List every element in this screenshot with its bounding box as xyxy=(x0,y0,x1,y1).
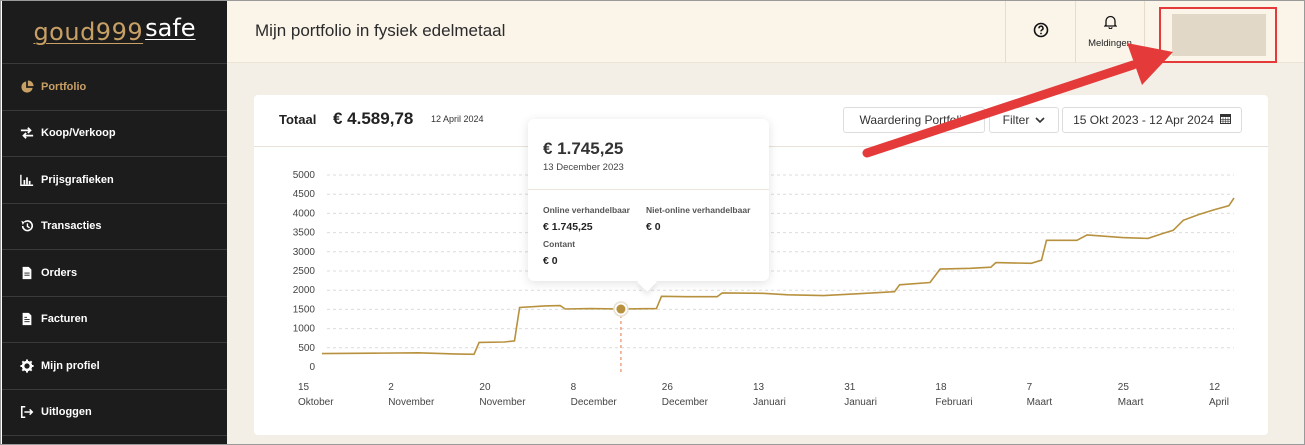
annotation-highlight-box xyxy=(1159,7,1277,63)
x-tick-day: 8 xyxy=(571,382,577,393)
x-tick-month: December xyxy=(571,397,618,408)
sidebar-item-mijn-profiel[interactable]: Mijn profiel xyxy=(2,342,227,389)
x-tick-month: Januari xyxy=(844,397,877,408)
sidebar-item-koop-verkoop[interactable]: Koop/Verkoop xyxy=(2,109,227,157)
logout-icon xyxy=(19,404,35,420)
sidebar-item-label: Prijsgrafieken xyxy=(41,173,114,186)
y-tick-label: 1000 xyxy=(293,324,316,335)
x-tick-month: November xyxy=(479,397,526,408)
tooltip-value: € 1.745,25 xyxy=(543,139,624,158)
sidebar-item-label: Uitloggen xyxy=(41,406,92,419)
history-icon xyxy=(19,218,35,234)
total-value: € 4.589,78 xyxy=(333,109,414,128)
sidebar-item-facturen[interactable]: Facturen xyxy=(2,295,227,343)
tooltip-cash-value: € 0 xyxy=(543,255,558,267)
sidebar-item-orders[interactable]: Orders xyxy=(2,249,227,296)
sidebar-item-prijsgrafieken[interactable]: Prijsgrafieken xyxy=(2,156,227,203)
sidebar-item-portfolio[interactable]: Portfolio xyxy=(2,63,227,110)
x-tick-day: 26 xyxy=(662,382,674,393)
logo-sub: safe xyxy=(145,14,196,42)
y-tick-label: 3000 xyxy=(293,247,316,258)
y-tick-label: 0 xyxy=(309,362,315,373)
series-line xyxy=(321,197,1235,356)
y-tick-label: 2000 xyxy=(293,285,316,296)
bell-icon xyxy=(1102,15,1118,34)
x-tick-day: 12 xyxy=(1209,382,1221,393)
x-tick-month: Februari xyxy=(935,397,972,408)
y-tick-label: 4500 xyxy=(293,189,316,200)
tooltip-offline-label: Niet-online verhandelbaar xyxy=(646,205,751,215)
pie-chart-icon xyxy=(19,79,35,95)
sidebar: goud999 safe Portfolio Koop/Verkoop Prijs… xyxy=(2,1,227,444)
sidebar-item-transacties[interactable]: Transacties xyxy=(2,202,227,250)
x-tick-month: November xyxy=(388,397,435,408)
sidebar-divider xyxy=(2,435,227,444)
help-button[interactable] xyxy=(1005,1,1075,63)
x-tick-month: Januari xyxy=(753,397,786,408)
user-profile-redacted[interactable] xyxy=(1172,14,1266,56)
y-tick-label: 4000 xyxy=(293,208,316,219)
y-tick-label: 3500 xyxy=(293,228,316,239)
x-tick-day: 2 xyxy=(388,382,394,393)
top-header: Mijn portfolio in fysiek edelmetaal Meld… xyxy=(227,1,1304,63)
logo-main: goud999 xyxy=(33,18,144,46)
exchange-icon xyxy=(19,125,35,141)
y-tick-label: 1500 xyxy=(293,304,316,315)
tooltip-date: 13 December 2023 xyxy=(543,162,624,173)
x-tick-month: Maart xyxy=(1118,397,1144,408)
sidebar-item-label: Orders xyxy=(41,266,78,279)
chart-tooltip: € 1.745,25 13 December 2023 Online verha… xyxy=(528,119,769,281)
portfolio-card: Totaal € 4.589,78 12 April 2024 Waarderi… xyxy=(254,95,1268,435)
sidebar-item-label: Portfolio xyxy=(41,80,87,93)
main-content: Totaal € 4.589,78 12 April 2024 Waarderi… xyxy=(227,63,1304,444)
x-tick-day: 18 xyxy=(935,382,947,393)
tooltip-divider xyxy=(528,189,769,190)
y-tick-label: 500 xyxy=(298,343,315,354)
x-tick-day: 31 xyxy=(844,382,856,393)
tooltip-online-label: Online verhandelbaar xyxy=(543,205,630,215)
x-tick-day: 25 xyxy=(1118,382,1130,393)
question-circle-icon xyxy=(1033,22,1049,43)
x-tick-month: Maart xyxy=(1027,397,1053,408)
sidebar-item-label: Transacties xyxy=(41,220,102,233)
x-tick-day: 13 xyxy=(753,382,765,393)
brand-logo[interactable]: goud999 safe xyxy=(2,1,227,63)
portfolio-chart[interactable]: 0 500 1000 1500 2000 2500 3000 3500 4000 4500 5000… xyxy=(254,95,1268,435)
sidebar-item-label: Mijn profiel xyxy=(41,359,100,372)
gear-icon xyxy=(19,358,35,374)
tooltip-online-value: € 1.745,25 xyxy=(543,221,593,233)
x-tick-month: April xyxy=(1209,397,1229,408)
y-tick-label: 5000 xyxy=(293,170,316,181)
calendar-icon xyxy=(1219,113,1231,127)
x-tick-month: Oktober xyxy=(298,397,334,408)
sidebar-item-label: Koop/Verkoop xyxy=(41,127,116,140)
tooltip-cash-label: Contant xyxy=(543,239,576,249)
total-label: Totaal xyxy=(279,112,317,127)
sidebar-item-label: Facturen xyxy=(41,313,88,326)
document-icon xyxy=(19,265,35,281)
x-tick-day: 20 xyxy=(479,382,491,393)
invoice-icon xyxy=(19,311,35,327)
sidebar-item-uitloggen[interactable]: Uitloggen xyxy=(2,388,227,436)
highlight-point xyxy=(616,304,626,314)
x-tick-day: 7 xyxy=(1027,382,1033,393)
notifications-label: Meldingen xyxy=(1088,38,1132,49)
total-date: 12 April 2024 xyxy=(431,114,484,124)
y-tick-label: 2500 xyxy=(293,266,316,277)
page-title: Mijn portfolio in fysiek edelmetaal xyxy=(255,21,506,40)
x-tick-day: 15 xyxy=(298,382,310,393)
bar-chart-icon xyxy=(19,172,35,188)
notifications-button[interactable]: Meldingen xyxy=(1075,1,1145,63)
tooltip-offline-value: € 0 xyxy=(646,221,661,233)
x-tick-month: December xyxy=(662,397,709,408)
